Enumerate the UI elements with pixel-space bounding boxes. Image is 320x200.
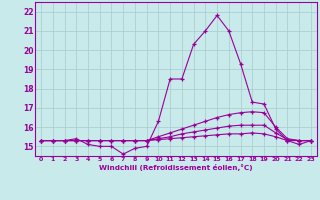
X-axis label: Windchill (Refroidissement éolien,°C): Windchill (Refroidissement éolien,°C) [99, 164, 253, 171]
